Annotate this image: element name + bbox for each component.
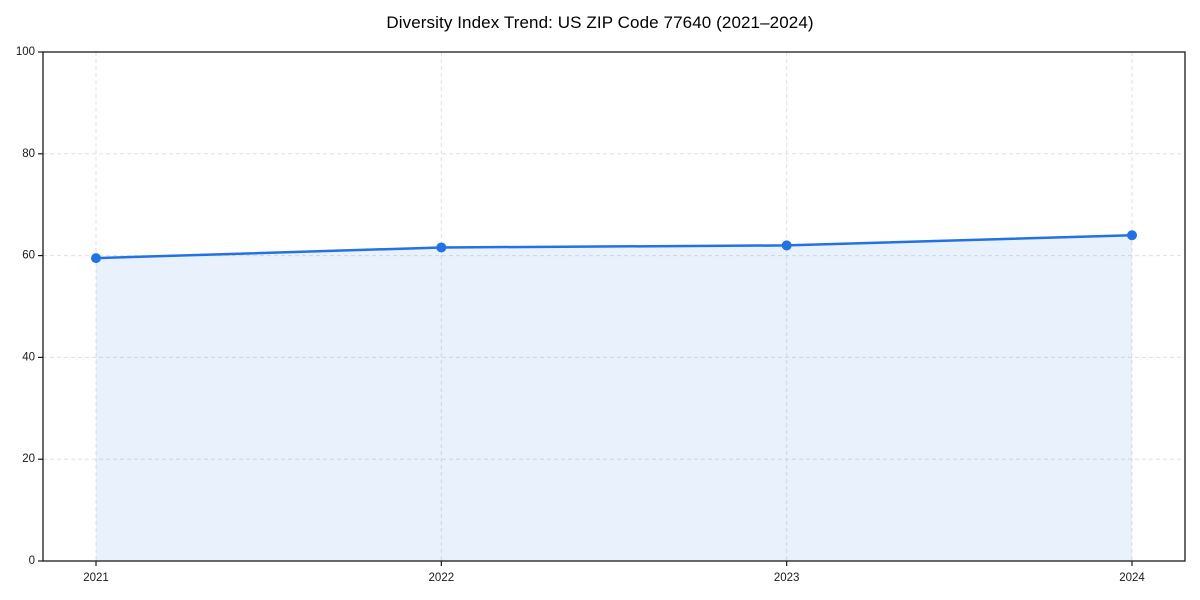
y-axis-tick-label: 40 xyxy=(22,351,35,363)
series-line xyxy=(94,233,1134,260)
y-axis-tick-label: 80 xyxy=(22,148,35,160)
x-axis-tick-label: 2023 xyxy=(774,572,800,584)
data-point-marker xyxy=(436,242,447,253)
y-axis-tick-label: 20 xyxy=(22,453,35,465)
data-point-marker xyxy=(1127,230,1137,241)
x-axis-tick-label: 2024 xyxy=(1119,572,1145,584)
data-point-marker xyxy=(781,240,792,251)
x-axis-tick-label: 2022 xyxy=(429,572,455,584)
data-point-marker xyxy=(91,253,101,264)
plot-border xyxy=(42,51,1186,562)
y-axis-tick-label: 100 xyxy=(16,46,35,58)
x-axis-tick-label: 2021 xyxy=(83,572,109,584)
series-area-fill xyxy=(96,235,1132,562)
y-axis-tick-label: 60 xyxy=(22,250,35,262)
chart-title: Diversity Index Trend: US ZIP Code 77640… xyxy=(386,13,814,32)
y-axis-tick-label: 0 xyxy=(29,555,35,567)
